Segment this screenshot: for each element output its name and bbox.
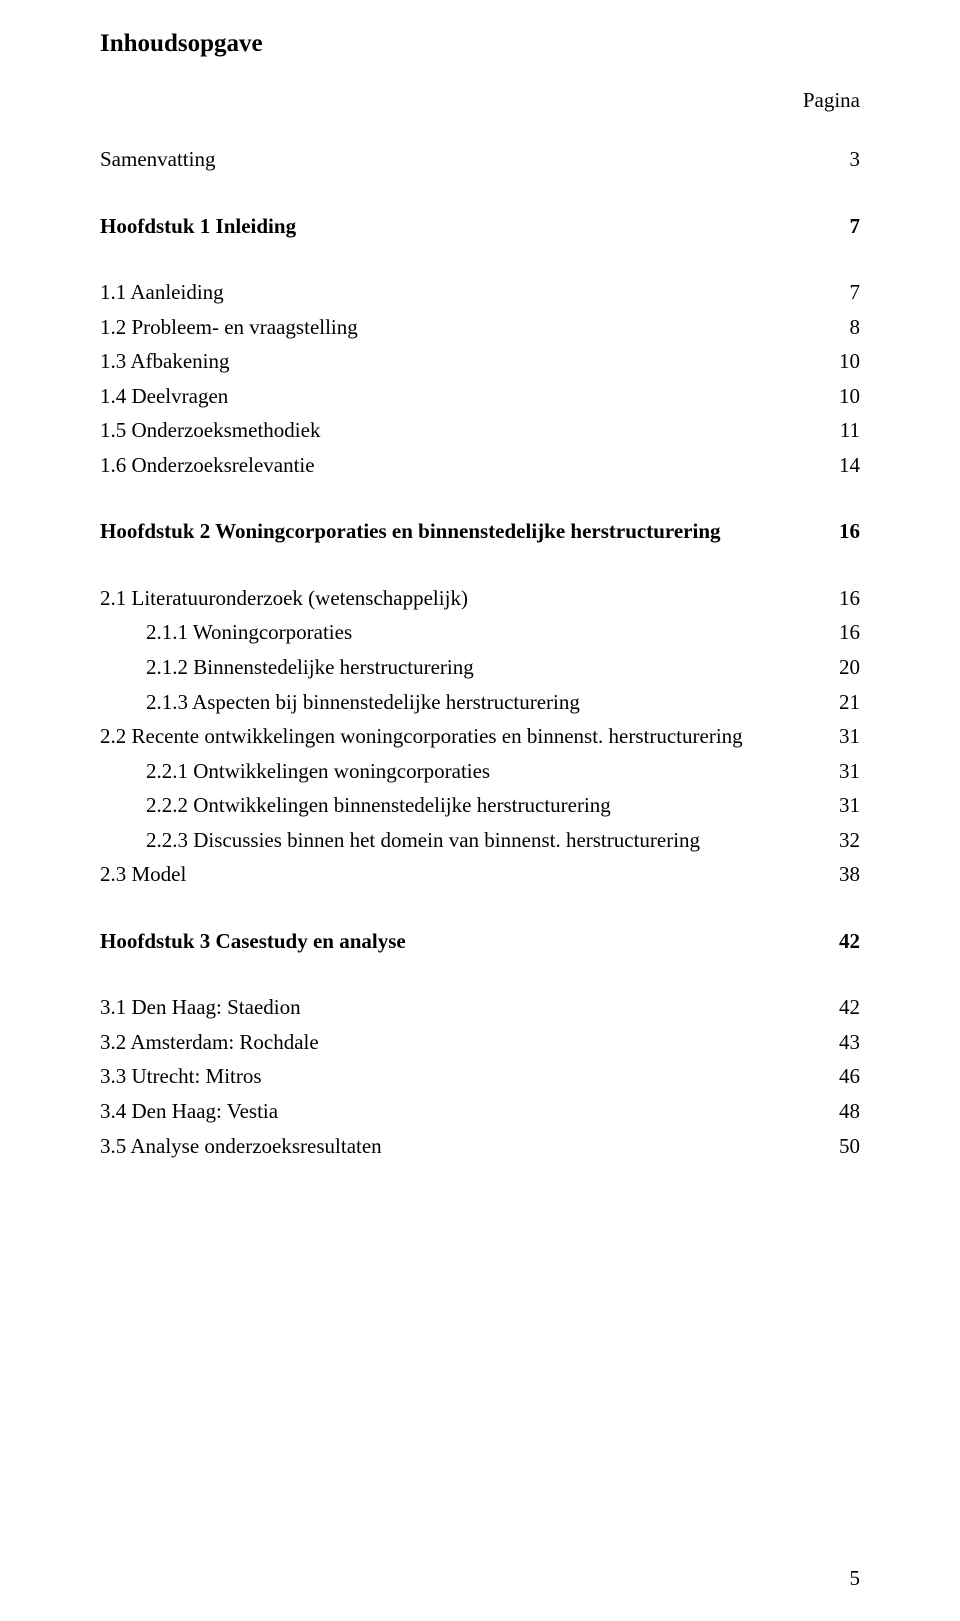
toc-entry-label: 3.1 Den Haag: Staedion — [100, 991, 820, 1024]
toc-entry-page: 43 — [820, 1026, 860, 1059]
toc-entry-label: 1.6 Onderzoeksrelevantie — [100, 449, 820, 482]
toc-entry: 3.2 Amsterdam: Rochdale43 — [100, 1026, 860, 1059]
toc-entry-label: 1.3 Afbakening — [100, 345, 820, 378]
toc-entry-page: 7 — [820, 276, 860, 309]
toc-spacer — [100, 550, 860, 580]
toc-entry-page: 14 — [820, 449, 860, 482]
toc-entry-page: 31 — [820, 789, 860, 822]
toc-entry-page: 16 — [820, 582, 860, 615]
toc-entry-page: 3 — [820, 143, 860, 176]
toc-entry: 2.2.1 Ontwikkelingen woningcorporaties31 — [100, 755, 860, 788]
toc-entry-label: 3.5 Analyse onderzoeksresultaten — [100, 1130, 820, 1163]
toc-entry-page: 32 — [820, 824, 860, 857]
toc-entry-label: 2.3 Model — [100, 858, 820, 891]
toc-entry-page: 42 — [820, 925, 860, 958]
toc-entry: 2.2 Recente ontwikkelingen woningcorpora… — [100, 720, 860, 753]
toc-entry-label: 2.1.1 Woningcorporaties — [100, 616, 820, 649]
toc-entry-label: 1.1 Aanleiding — [100, 276, 820, 309]
toc-entry: 2.1.2 Binnenstedelijke herstructurering2… — [100, 651, 860, 684]
toc-entry: 3.1 Den Haag: Staedion42 — [100, 991, 860, 1024]
toc-entry-label: 1.2 Probleem- en vraagstelling — [100, 311, 820, 344]
toc-spacer — [100, 893, 860, 923]
toc-entry-label: Hoofdstuk 3 Casestudy en analyse — [100, 925, 820, 958]
toc-entry-page: 11 — [820, 414, 860, 447]
toc-entry: Hoofdstuk 1 Inleiding7 — [100, 210, 860, 243]
toc-entry: 2.2.3 Discussies binnen het domein van b… — [100, 824, 860, 857]
toc-entry-page: 20 — [820, 651, 860, 684]
document-title: Inhoudsopgave — [100, 30, 860, 58]
toc-entry-page: 10 — [820, 380, 860, 413]
toc-entry-label: 2.2.3 Discussies binnen het domein van b… — [100, 824, 820, 857]
toc-entry-page: 46 — [820, 1060, 860, 1093]
toc-entry: Hoofdstuk 2 Woningcorporaties en binnens… — [100, 515, 860, 548]
toc-entry-page: 31 — [820, 755, 860, 788]
toc-entry-label: Hoofdstuk 2 Woningcorporaties en binnens… — [100, 515, 820, 548]
toc-entry-page: 10 — [820, 345, 860, 378]
page-number: 5 — [850, 1566, 861, 1591]
toc-entry: 3.3 Utrecht: Mitros46 — [100, 1060, 860, 1093]
toc-entry-label: Samenvatting — [100, 143, 820, 176]
toc-entry: 3.4 Den Haag: Vestia48 — [100, 1095, 860, 1128]
toc-entry: 2.1.3 Aspecten bij binnenstedelijke hers… — [100, 686, 860, 719]
toc-entry-page: 38 — [820, 858, 860, 891]
column-header-row: Pagina — [100, 88, 860, 113]
toc-entry-page: 31 — [820, 720, 860, 753]
toc-entry-label: 2.2.2 Ontwikkelingen binnenstedelijke he… — [100, 789, 820, 822]
toc-entry-label: 2.1.3 Aspecten bij binnenstedelijke hers… — [100, 686, 820, 719]
toc-entry-page: 16 — [820, 616, 860, 649]
toc-entry-label: 2.1 Literatuuronderzoek (wetenschappelij… — [100, 582, 820, 615]
toc-entry: Samenvatting3 — [100, 143, 860, 176]
toc-entry: 1.2 Probleem- en vraagstelling8 — [100, 311, 860, 344]
toc-entry: 2.1 Literatuuronderzoek (wetenschappelij… — [100, 582, 860, 615]
toc-entry: Hoofdstuk 3 Casestudy en analyse42 — [100, 925, 860, 958]
toc-entry: 1.5 Onderzoeksmethodiek11 — [100, 414, 860, 447]
toc-entry-page: 21 — [820, 686, 860, 719]
toc-entry-label: 3.3 Utrecht: Mitros — [100, 1060, 820, 1093]
toc-entry: 1.6 Onderzoeksrelevantie14 — [100, 449, 860, 482]
toc-entry: 1.4 Deelvragen10 — [100, 380, 860, 413]
toc-entry-label: 2.1.2 Binnenstedelijke herstructurering — [100, 651, 820, 684]
toc-entry-label: 2.2.1 Ontwikkelingen woningcorporaties — [100, 755, 820, 788]
table-of-contents: Samenvatting3Hoofdstuk 1 Inleiding71.1 A… — [100, 143, 860, 1162]
toc-entry: 1.3 Afbakening10 — [100, 345, 860, 378]
toc-entry: 2.1.1 Woningcorporaties16 — [100, 616, 860, 649]
toc-entry-page: 7 — [820, 210, 860, 243]
toc-entry-label: 2.2 Recente ontwikkelingen woningcorpora… — [100, 720, 820, 753]
toc-entry-label: 1.5 Onderzoeksmethodiek — [100, 414, 820, 447]
toc-entry-label: 3.4 Den Haag: Vestia — [100, 1095, 820, 1128]
toc-entry: 3.5 Analyse onderzoeksresultaten50 — [100, 1130, 860, 1163]
toc-entry: 1.1 Aanleiding7 — [100, 276, 860, 309]
toc-spacer — [100, 178, 860, 208]
toc-entry-label: 3.2 Amsterdam: Rochdale — [100, 1026, 820, 1059]
toc-entry-label: 1.4 Deelvragen — [100, 380, 820, 413]
toc-entry-page: 50 — [820, 1130, 860, 1163]
toc-entry: 2.3 Model38 — [100, 858, 860, 891]
toc-entry-page: 16 — [820, 515, 860, 548]
toc-spacer — [100, 483, 860, 513]
page-column-header: Pagina — [803, 88, 860, 113]
toc-spacer — [100, 959, 860, 989]
toc-entry-page: 8 — [820, 311, 860, 344]
toc-spacer — [100, 244, 860, 274]
toc-entry-page: 48 — [820, 1095, 860, 1128]
toc-entry-label: Hoofdstuk 1 Inleiding — [100, 210, 820, 243]
toc-entry-page: 42 — [820, 991, 860, 1024]
toc-entry: 2.2.2 Ontwikkelingen binnenstedelijke he… — [100, 789, 860, 822]
